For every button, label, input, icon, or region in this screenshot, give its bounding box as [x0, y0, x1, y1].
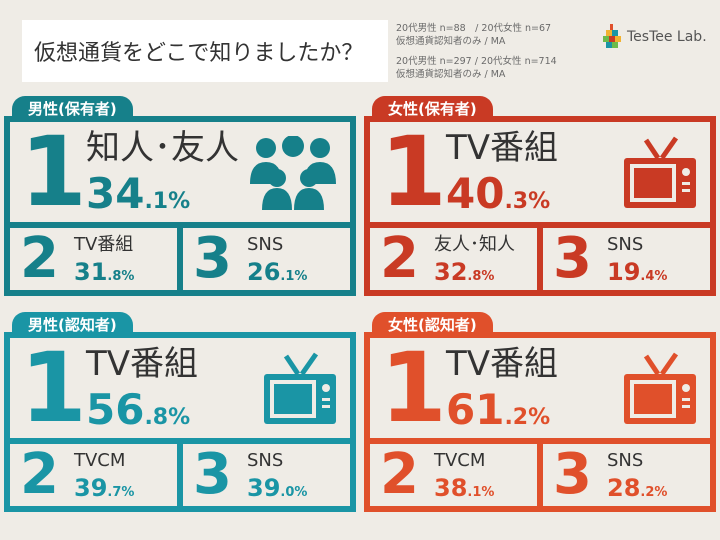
value-dec: .3% — [504, 189, 551, 214]
rank-1-number: 1 — [380, 332, 447, 444]
panel-female-holders: 女性(保有者) 1 TV番組 40.3% 2 友人･知人 32.8% — [364, 96, 716, 300]
value-dec: .2% — [640, 485, 668, 500]
sample-line: 20代男性 n=88 / 20代女性 n=67 — [396, 23, 552, 34]
panel-male-holders: 男性(保有者) 1 知人･友人 34.1% 2 TV番組 — [4, 96, 356, 300]
value-int: 39 — [74, 474, 108, 502]
value-int: 39 — [247, 474, 281, 502]
rank-2-number: 2 — [20, 226, 59, 291]
rank-1-value: 40.3% — [446, 170, 550, 227]
value-dec: .8% — [467, 269, 495, 284]
rank-1-label: TV番組 — [86, 344, 199, 384]
page-title: 仮想通貨をどこで知りましたか？ — [22, 20, 388, 82]
sample-line: 仮想通貨認知者のみ / MA — [396, 36, 506, 47]
sample-note-aware: 20代男性 n=297 / 20代女性 n=714 仮想通貨認知者のみ / MA — [396, 55, 557, 81]
colorful-blocks-logo-icon — [603, 24, 621, 48]
value-dec: .4% — [640, 269, 668, 284]
value-int: 56 — [86, 385, 145, 434]
value-dec: .2% — [504, 405, 551, 430]
value-int: 61 — [446, 385, 505, 434]
rank-1-cell: 1 TV番組 61.2% — [370, 332, 710, 444]
rank-1-cell: 1 TV番組 40.3% — [370, 116, 710, 228]
rank-2-cell: 2 友人･知人 32.8% — [370, 226, 537, 291]
rank-1-value: 34.1% — [86, 170, 190, 227]
rank-3-label: SNS — [247, 234, 284, 255]
rank-3-cell: 3 SNS 26.1% — [183, 226, 350, 291]
rank-1-cell: 1 知人･友人 34.1% — [10, 116, 350, 228]
value-int: 34 — [86, 169, 145, 218]
rank-2-cell: 2 TV番組 31.8% — [10, 226, 177, 291]
rank-2-value: 38.1% — [434, 474, 494, 507]
value-dec: .1% — [144, 189, 191, 214]
rank-1-number: 1 — [20, 116, 87, 228]
tv-icon — [624, 352, 696, 424]
page-title-text: 仮想通貨をどこで知りましたか？ — [34, 41, 364, 66]
rank-3-cell: 3 SNS 19.4% — [543, 226, 710, 291]
rank-2-number: 2 — [380, 226, 419, 291]
tv-icon — [264, 352, 336, 424]
tv-icon — [624, 136, 696, 208]
rank-2-number: 2 — [380, 442, 419, 507]
rank-1-cell: 1 TV番組 56.8% — [10, 332, 350, 444]
rank-1-value: 61.2% — [446, 386, 550, 443]
value-int: 28 — [607, 474, 641, 502]
rank-2-label: TV番組 — [74, 234, 134, 255]
rank-2-label: TVCM — [434, 450, 486, 471]
value-dec: .0% — [280, 485, 308, 500]
value-int: 40 — [446, 169, 505, 218]
value-dec: .8% — [107, 269, 135, 284]
rank-2-cell: 2 TVCM 39.7% — [10, 442, 177, 507]
rank-1-label: 知人･友人 — [86, 128, 239, 168]
rank-3-label: SNS — [607, 234, 644, 255]
value-int: 31 — [74, 258, 108, 286]
rank-1-number: 1 — [20, 332, 87, 444]
sample-note-holders: 20代男性 n=88 / 20代女性 n=67 仮想通貨認知者のみ / MA — [396, 22, 551, 48]
value-int: 19 — [607, 258, 641, 286]
panel-frame: 1 TV番組 40.3% 2 友人･知人 32.8% — [364, 116, 716, 296]
sample-line: 20代男性 n=297 / 20代女性 n=714 — [396, 56, 557, 67]
rank-2-label: 友人･知人 — [434, 234, 515, 255]
rank-2-value: 32.8% — [434, 258, 494, 291]
testee-logo: TesTee Lab. — [602, 24, 707, 50]
panel-frame: 1 TV番組 61.2% 2 TVCM 38.1% — [364, 332, 716, 512]
sample-line: 仮想通貨認知者のみ / MA — [396, 69, 506, 80]
logo-text: TesTee Lab. — [627, 29, 707, 45]
rank-3-value: 26.1% — [247, 258, 307, 291]
value-int: 32 — [434, 258, 468, 286]
rank-2-label: TVCM — [74, 450, 126, 471]
rank-3-number: 3 — [553, 226, 592, 291]
rank-3-label: SNS — [607, 450, 644, 471]
rank-2-value: 39.7% — [74, 474, 134, 507]
panel-frame: 1 知人･友人 34.1% 2 TV番組 31.8% — [4, 116, 356, 296]
rank-1-value: 56.8% — [86, 386, 190, 443]
value-int: 38 — [434, 474, 468, 502]
rank-1-number: 1 — [380, 116, 447, 228]
value-int: 26 — [247, 258, 281, 286]
rank-3-number: 3 — [193, 442, 232, 507]
panel-male-aware: 男性(認知者) 1 TV番組 56.8% 2 TVCM 39.7% — [4, 312, 356, 516]
rank-2-number: 2 — [20, 442, 59, 507]
value-dec: .8% — [144, 405, 191, 430]
panel-frame: 1 TV番組 56.8% 2 TVCM 39.7% — [4, 332, 356, 512]
rank-3-value: 19.4% — [607, 258, 667, 291]
rank-3-cell: 3 SNS 28.2% — [543, 442, 710, 507]
people-icon — [250, 136, 336, 210]
rank-3-cell: 3 SNS 39.0% — [183, 442, 350, 507]
value-dec: .7% — [107, 485, 135, 500]
rank-3-label: SNS — [247, 450, 284, 471]
value-dec: .1% — [467, 485, 495, 500]
rank-2-cell: 2 TVCM 38.1% — [370, 442, 537, 507]
value-dec: .1% — [280, 269, 308, 284]
panel-female-aware: 女性(認知者) 1 TV番組 61.2% 2 TVCM 38.1% — [364, 312, 716, 516]
rank-3-value: 28.2% — [607, 474, 667, 507]
rank-3-value: 39.0% — [247, 474, 307, 507]
rank-1-label: TV番組 — [446, 344, 559, 384]
rank-3-number: 3 — [193, 226, 232, 291]
rank-3-number: 3 — [553, 442, 592, 507]
rank-1-label: TV番組 — [446, 128, 559, 168]
rank-2-value: 31.8% — [74, 258, 134, 291]
